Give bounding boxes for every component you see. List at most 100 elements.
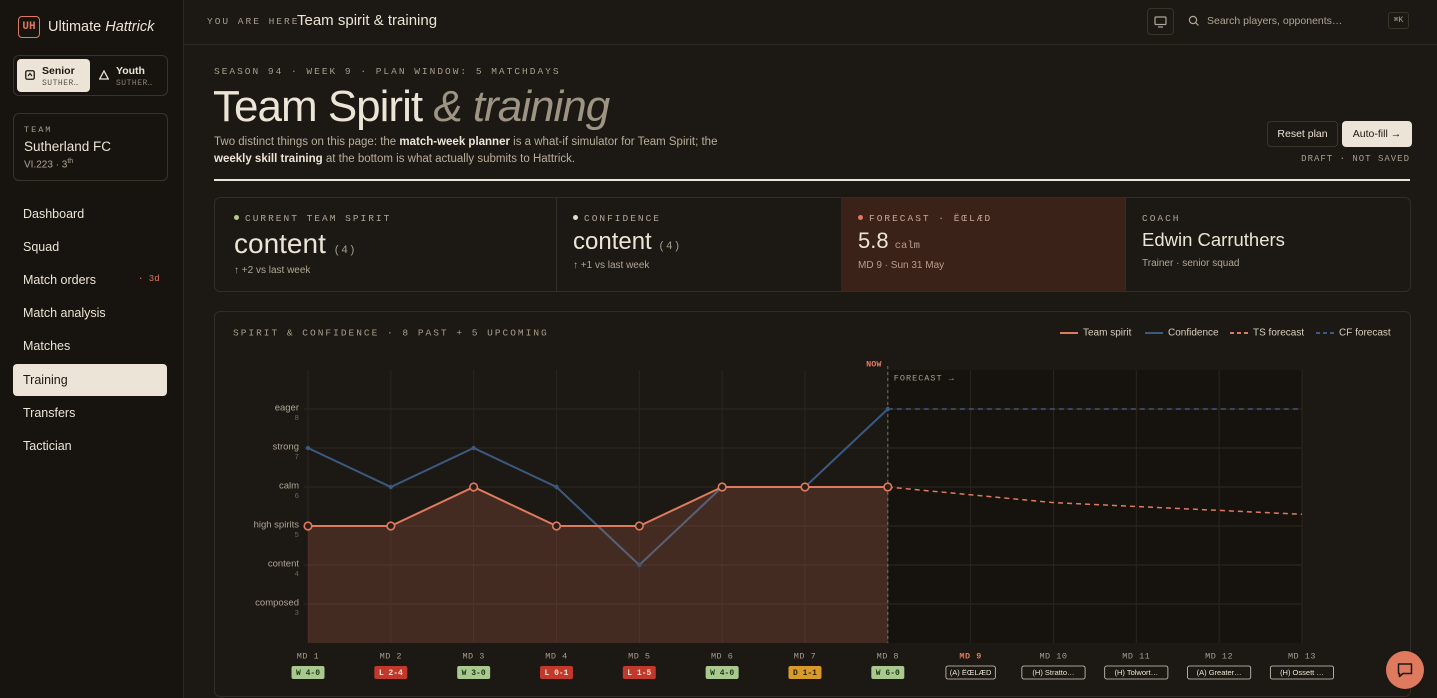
nav-item[interactable]: Matches	[13, 330, 167, 362]
stat-dot	[858, 215, 863, 220]
stat-label-text: CONFIDENCE	[584, 213, 662, 224]
line	[887, 486, 1302, 516]
result-label: (H) Tolwort…	[1114, 668, 1158, 677]
nav-item[interactable]: Transfers	[13, 397, 167, 429]
marker	[469, 482, 479, 492]
stat-label: FORECAST · ËŒLÆD	[858, 213, 992, 224]
legend-label: Team spirit	[1083, 328, 1132, 339]
y-tick-value: 5	[294, 532, 299, 540]
senior-icon	[25, 70, 35, 80]
squad-senior[interactable]: Senior SUTHER…	[17, 59, 90, 92]
y-tick-value: 3	[294, 610, 299, 618]
marker	[637, 562, 642, 568]
nav-label: Match orders	[23, 273, 96, 287]
result-badge	[374, 666, 408, 679]
x-tick-label: MD 7	[794, 651, 816, 661]
result-badge	[1269, 665, 1334, 680]
stat-level: (4)	[658, 241, 682, 253]
y-tick-label: high spirits	[254, 520, 300, 531]
breadcrumb-label: YOU ARE HERE	[207, 16, 300, 27]
chat-icon	[1397, 663, 1413, 678]
x-tick-label: MD 9	[959, 651, 981, 661]
result-label: D 1-1	[793, 669, 817, 678]
result-label: (H) Stratto…	[1032, 668, 1074, 677]
nav-item[interactable]: Squad	[13, 231, 167, 263]
y-tick-label: calm	[279, 481, 299, 492]
stat-dot	[573, 215, 578, 220]
marker	[471, 445, 476, 451]
stat-note: ↑ +1 vs last week	[573, 260, 650, 271]
result-badge	[705, 666, 739, 679]
eyebrow: SEASON 94 · WEEK 9 · PLAN WINDOW: 5 MATC…	[214, 66, 561, 77]
description: Two distinct things on this page: the ma…	[214, 134, 734, 167]
marker	[388, 484, 394, 490]
result-badge	[457, 666, 491, 679]
sidebar: UH Ultimate Hattrick Senior SUTHER… Yout…	[0, 0, 184, 698]
line	[308, 485, 888, 527]
desc-text: at the bottom is what actually submits t…	[322, 152, 576, 165]
nav-label: Squad	[23, 240, 60, 254]
nav-label: Matches	[23, 339, 71, 353]
rule	[214, 179, 1410, 181]
forecast-label: FORECAST →	[894, 373, 955, 383]
title-text: Team Spirit	[213, 82, 423, 131]
squad-team: SUTHER…	[116, 79, 154, 88]
brand-text: Ultimate	[48, 19, 102, 35]
nav-item[interactable]: Training	[13, 364, 167, 396]
result-label: (A) ËŒLÆD	[950, 668, 992, 677]
team-league: VI.223 · 3th	[24, 158, 73, 170]
chart-panel	[214, 311, 1411, 697]
legend-label: CF forecast	[1339, 328, 1391, 339]
result-badge	[871, 666, 905, 679]
x-tick-label: MD 2	[380, 651, 402, 661]
result-label: L 1-5	[627, 669, 651, 678]
stat-dot	[234, 215, 239, 220]
stat-value: content (4)	[234, 228, 356, 260]
autofill-button[interactable]: Auto-fill →	[1342, 121, 1412, 147]
x-tick-label: MD 10	[1039, 651, 1067, 661]
chart-title: SPIRIT & CONFIDENCE · 8 PAST + 5 UPCOMIN…	[233, 328, 549, 339]
stat-note: MD 9 · Sun 31 May	[858, 260, 945, 271]
result-badge	[1187, 665, 1252, 680]
brand-italic: Hattrick	[105, 19, 155, 35]
squad-name: Senior	[42, 65, 75, 77]
result-badge	[945, 665, 996, 680]
marker	[883, 482, 893, 492]
rank-suffix: th	[67, 158, 74, 165]
squad-youth[interactable]: Youth SUTHER…	[91, 59, 164, 92]
area	[308, 487, 888, 643]
stat-value-text: content	[234, 228, 326, 259]
stat-value-text: content	[573, 228, 652, 255]
desc-bold: weekly skill training	[214, 152, 323, 165]
legend-label: Confidence	[1168, 328, 1219, 339]
reset-button[interactable]: Reset plan	[1267, 121, 1338, 147]
nav-item[interactable]: Match orders · 3d	[13, 264, 167, 296]
nav-label: Dashboard	[23, 207, 85, 221]
nav-item[interactable]: Tactician	[13, 430, 167, 462]
stat-note: ↑ +2 vs last week	[234, 265, 311, 276]
y-tick-label: composed	[255, 598, 299, 609]
league-text: VI.223 · 3	[24, 159, 68, 171]
stat-label-text: FORECAST · ËŒLÆD	[869, 213, 993, 224]
result-label: (H) Ossett …	[1280, 668, 1324, 677]
breadcrumb: Team spirit & training	[297, 12, 438, 29]
x-tick-label: MD 8	[877, 651, 899, 661]
stat-label-text: CURRENT TEAM SPIRIT	[245, 213, 392, 224]
marker	[885, 406, 891, 412]
result-label: W 4-0	[710, 669, 734, 678]
team-label: TEAM	[24, 125, 53, 135]
x-tick-label: MD 12	[1205, 651, 1233, 661]
stat-value: 5.8 calm	[858, 228, 920, 254]
nav-item[interactable]: Dashboard	[13, 198, 167, 230]
result-badge	[1021, 665, 1086, 680]
search-input[interactable]: Search players, opponents…	[1207, 15, 1343, 27]
marker	[303, 521, 313, 531]
display-button[interactable]	[1147, 8, 1174, 35]
stat-value-text: 5.8	[858, 228, 889, 253]
nav-item[interactable]: Match analysis	[13, 297, 167, 329]
result-label: L 0-1	[544, 669, 568, 678]
stat-note: Trainer · senior squad	[1142, 258, 1240, 269]
nav-label: Training	[23, 373, 68, 387]
y-tick-label: eager	[275, 403, 299, 414]
chat-button[interactable]	[1386, 651, 1424, 689]
